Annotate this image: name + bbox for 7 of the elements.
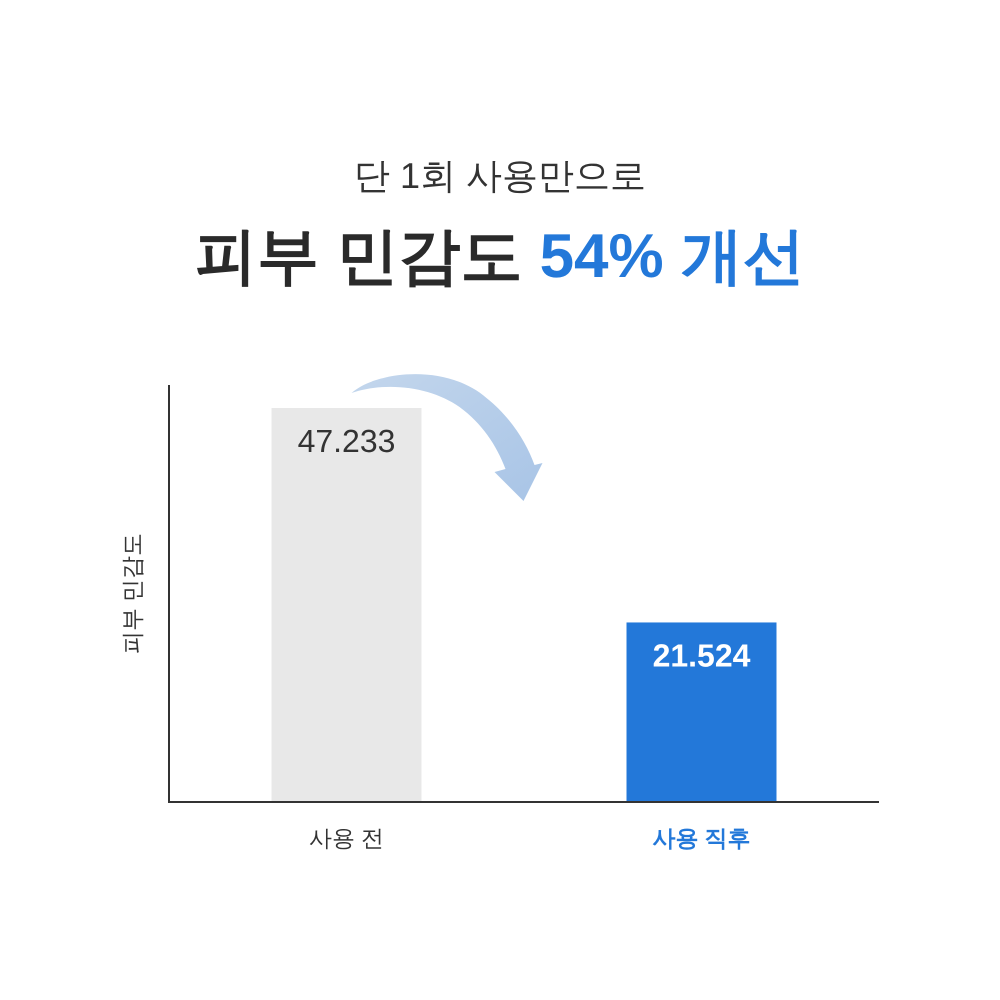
data-label: 47.233 <box>298 423 396 459</box>
chart-title: 피부 민감도 54% 개선 <box>195 222 805 291</box>
x-tick-label: 사용 전 <box>308 825 384 851</box>
y-axis-title: 피부 민감도 <box>119 532 145 654</box>
chart-subtitle: 단 1회 사용만으로 <box>354 155 646 196</box>
x-tick-label: 사용 직후 <box>652 825 751 851</box>
data-label: 21.524 <box>652 637 751 674</box>
